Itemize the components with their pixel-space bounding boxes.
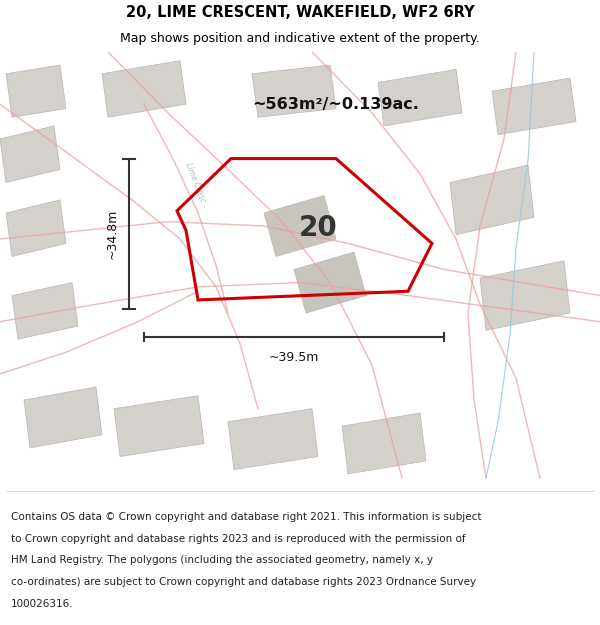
Polygon shape	[264, 196, 336, 256]
Text: 100026316.: 100026316.	[11, 599, 73, 609]
Text: 20: 20	[299, 214, 337, 242]
Polygon shape	[0, 126, 60, 182]
Text: HM Land Registry. The polygons (including the associated geometry, namely x, y: HM Land Registry. The polygons (includin…	[11, 556, 433, 566]
Polygon shape	[6, 65, 66, 118]
Text: ~563m²/~0.139ac.: ~563m²/~0.139ac.	[253, 97, 419, 112]
Polygon shape	[12, 282, 78, 339]
Text: 20, LIME CRESCENT, WAKEFIELD, WF2 6RY: 20, LIME CRESCENT, WAKEFIELD, WF2 6RY	[125, 5, 475, 20]
Polygon shape	[228, 409, 318, 469]
Text: to Crown copyright and database rights 2023 and is reproduced with the permissio: to Crown copyright and database rights 2…	[11, 534, 466, 544]
Text: Map shows position and indicative extent of the property.: Map shows position and indicative extent…	[120, 32, 480, 45]
Polygon shape	[6, 200, 66, 256]
Polygon shape	[294, 252, 366, 313]
Polygon shape	[24, 387, 102, 448]
Polygon shape	[114, 396, 204, 456]
Text: ~39.5m: ~39.5m	[269, 351, 319, 364]
Polygon shape	[342, 413, 426, 474]
Polygon shape	[378, 69, 462, 126]
Polygon shape	[252, 65, 336, 118]
Text: co-ordinates) are subject to Crown copyright and database rights 2023 Ordnance S: co-ordinates) are subject to Crown copyr…	[11, 578, 476, 587]
Polygon shape	[102, 61, 186, 118]
Text: Contains OS data © Crown copyright and database right 2021. This information is : Contains OS data © Crown copyright and d…	[11, 512, 481, 522]
Polygon shape	[480, 261, 570, 331]
Polygon shape	[450, 165, 534, 235]
Polygon shape	[492, 78, 576, 134]
Text: ~34.8m: ~34.8m	[106, 208, 119, 259]
Text: Lime Cresc: Lime Cresc	[183, 161, 207, 204]
